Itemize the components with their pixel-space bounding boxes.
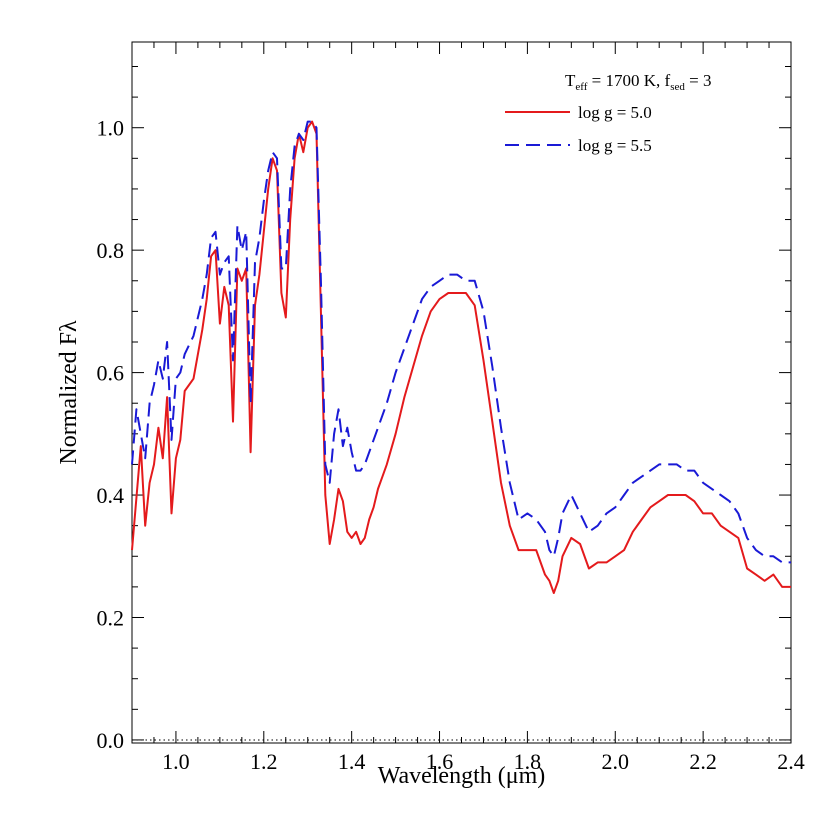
y-tick-label: 1.0: [97, 116, 125, 141]
y-tick-label: 0.0: [97, 728, 125, 753]
y-tick-label: 0.6: [97, 361, 125, 386]
legend-label-2: log g = 5.5: [578, 136, 652, 155]
x-axis-title: Wavelength (μm): [378, 763, 546, 789]
x-tick-label: 1.8: [514, 749, 542, 774]
legend-annotation: Teff = 1700 K, fsed = 3: [565, 71, 711, 93]
series-line-2: [131, 120, 791, 564]
x-tick-label: 2.4: [777, 749, 805, 774]
y-axis-title: Normalized Fλ: [56, 320, 82, 465]
series-line-1: [131, 120, 791, 594]
y-tick-label: 0.8: [97, 238, 125, 263]
x-tick-label: 1.4: [338, 749, 366, 774]
x-tick-label: 2.2: [689, 749, 717, 774]
legend-label-1: log g = 5.0: [578, 103, 652, 122]
x-tick-label: 1.0: [162, 749, 190, 774]
plot-frame: [131, 41, 792, 744]
x-tick-label: 1.6: [426, 749, 454, 774]
y-tick-label: 0.4: [97, 483, 125, 508]
y-tick-label: 0.2: [97, 605, 125, 630]
x-tick-label: 2.0: [602, 749, 630, 774]
x-tick-label: 1.2: [250, 749, 278, 774]
